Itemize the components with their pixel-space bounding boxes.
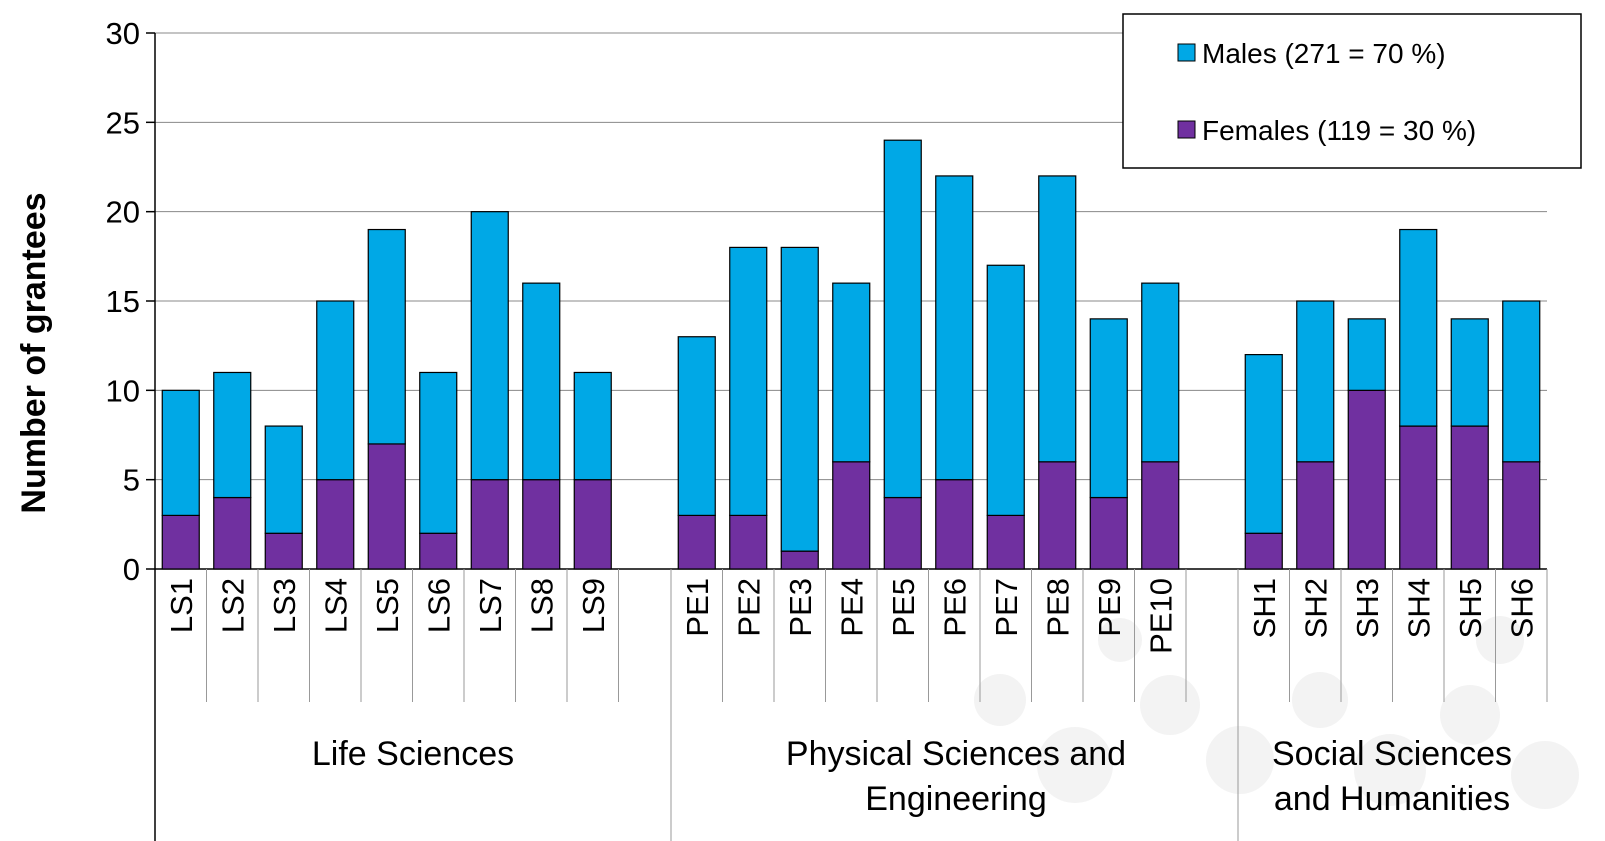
legend-swatch-males — [1177, 43, 1196, 62]
bar-males-sh1 — [1244, 354, 1283, 534]
bar-males-pe5 — [883, 139, 922, 499]
x-tick-label-pe8: PE8 — [1040, 578, 1075, 637]
bar-females-ls6 — [419, 532, 458, 570]
bar-females-pe9 — [1089, 496, 1128, 570]
bar-males-pe2 — [729, 246, 768, 516]
bar-males-ls9 — [573, 371, 612, 481]
bar-males-ls1 — [161, 389, 200, 517]
y-tick-label: 30 — [106, 16, 140, 51]
y-axis-label: Number of grantees — [15, 192, 53, 513]
x-tick-label-pe3: PE3 — [783, 578, 818, 637]
bar-males-sh4 — [1399, 228, 1438, 427]
bar-females-sh3 — [1347, 389, 1386, 570]
bar-females-ls1 — [161, 514, 200, 570]
bar-females-sh1 — [1244, 532, 1283, 570]
bar-males-sh5 — [1450, 318, 1489, 427]
legend-label-males: Males (271 = 70 %) — [1202, 38, 1446, 69]
x-tick-label-ls6: LS6 — [421, 578, 456, 633]
bar-males-sh3 — [1347, 318, 1386, 391]
y-tick-label: 15 — [106, 284, 140, 319]
bar-males-pe1 — [677, 336, 716, 517]
bar-females-pe6 — [935, 479, 974, 570]
bar-females-pe10 — [1141, 461, 1180, 570]
y-tick-label: 10 — [106, 373, 140, 408]
x-tick-label-pe7: PE7 — [989, 578, 1024, 637]
bar-females-ls4 — [316, 479, 355, 570]
bar-males-pe3 — [780, 246, 819, 552]
x-tick-label-pe2: PE2 — [731, 578, 766, 637]
bar-females-ls5 — [367, 443, 406, 570]
bar-females-sh6 — [1502, 461, 1541, 570]
x-tick-label-pe6: PE6 — [937, 578, 972, 637]
bar-females-ls3 — [264, 532, 303, 570]
x-tick-label-pe4: PE4 — [834, 578, 869, 637]
bar-males-pe8 — [1038, 175, 1077, 463]
background-pattern — [974, 616, 1579, 809]
x-tick-label-sh3: SH3 — [1350, 578, 1385, 638]
group-label-2: Physical Sciences and Engineering — [786, 735, 1126, 818]
y-axis: 0 5 10 15 20 25 30 — [106, 16, 156, 841]
group-label-3: Social Sciences and Humanities — [1272, 735, 1512, 818]
x-tick-label-sh4: SH4 — [1401, 578, 1436, 638]
legend-swatch-females — [1177, 120, 1196, 139]
bar-males-pe9 — [1089, 318, 1128, 499]
x-tick-label-sh1: SH1 — [1247, 578, 1282, 638]
y-tick-label: 5 — [123, 463, 140, 498]
bar-females-pe8 — [1038, 461, 1077, 570]
bar-females-ls7 — [470, 479, 509, 570]
bar-females-pe7 — [986, 514, 1025, 570]
x-axis: LS1 LS2 LS3 LS4 LS5 LS6 LS7 LS8 LS9 PE1 PE2 PE3 PE4 P… — [164, 569, 1548, 841]
bar-females-sh4 — [1399, 425, 1438, 570]
bars — [161, 139, 1541, 570]
bar-males-ls4 — [316, 300, 355, 481]
x-tick-label-ls4: LS4 — [318, 578, 353, 633]
bar-females-sh2 — [1296, 461, 1335, 570]
x-tick-label-pe9: PE9 — [1092, 578, 1127, 637]
bar-females-ls2 — [213, 496, 252, 570]
x-tick-label-sh2: SH2 — [1298, 578, 1333, 638]
group-label-1: Life Sciences — [312, 735, 514, 773]
bar-males-ls3 — [264, 425, 303, 534]
bar-males-sh2 — [1296, 300, 1335, 463]
x-tick-label-ls2: LS2 — [215, 578, 250, 633]
bar-females-pe4 — [832, 461, 871, 570]
bar-females-pe1 — [677, 514, 716, 570]
bar-males-ls2 — [213, 371, 252, 499]
y-tick-label: 20 — [106, 195, 140, 230]
bar-females-pe2 — [729, 514, 768, 570]
bar-females-ls9 — [573, 479, 612, 570]
x-tick-label-ls5: LS5 — [370, 578, 405, 633]
bar-males-pe4 — [832, 282, 871, 463]
x-tick-label-ls8: LS8 — [524, 578, 559, 633]
x-tick-label-sh6: SH6 — [1504, 578, 1539, 638]
y-tick-label: 25 — [106, 105, 140, 140]
x-tick-label-sh5: SH5 — [1453, 578, 1488, 638]
bar-males-ls5 — [367, 228, 406, 445]
bar-males-pe6 — [935, 175, 974, 481]
bar-females-pe5 — [883, 496, 922, 570]
bar-males-ls8 — [522, 282, 561, 481]
bar-males-ls6 — [419, 371, 458, 534]
legend: Males (271 = 70 %) Females (119 = 30 %) — [1122, 13, 1582, 169]
y-tick-label: 0 — [123, 552, 140, 587]
bar-males-pe10 — [1141, 282, 1180, 463]
bar-females-pe3 — [780, 550, 819, 570]
bar-females-ls8 — [522, 479, 561, 570]
bar-males-ls7 — [470, 211, 509, 481]
x-tick-label-ls3: LS3 — [267, 578, 302, 633]
x-tick-label-pe1: PE1 — [680, 578, 715, 637]
bar-females-sh5 — [1450, 425, 1489, 570]
x-tick-label-pe5: PE5 — [886, 578, 921, 637]
legend-label-females: Females (119 = 30 %) — [1202, 115, 1476, 146]
x-tick-label-pe10: PE10 — [1143, 578, 1178, 654]
legend-box — [1122, 13, 1582, 169]
bar-males-pe7 — [986, 264, 1025, 516]
x-tick-label-ls7: LS7 — [473, 578, 508, 633]
x-tick-label-ls1: LS1 — [164, 578, 199, 633]
x-tick-label-ls9: LS9 — [576, 578, 611, 633]
bar-males-sh6 — [1502, 300, 1541, 463]
